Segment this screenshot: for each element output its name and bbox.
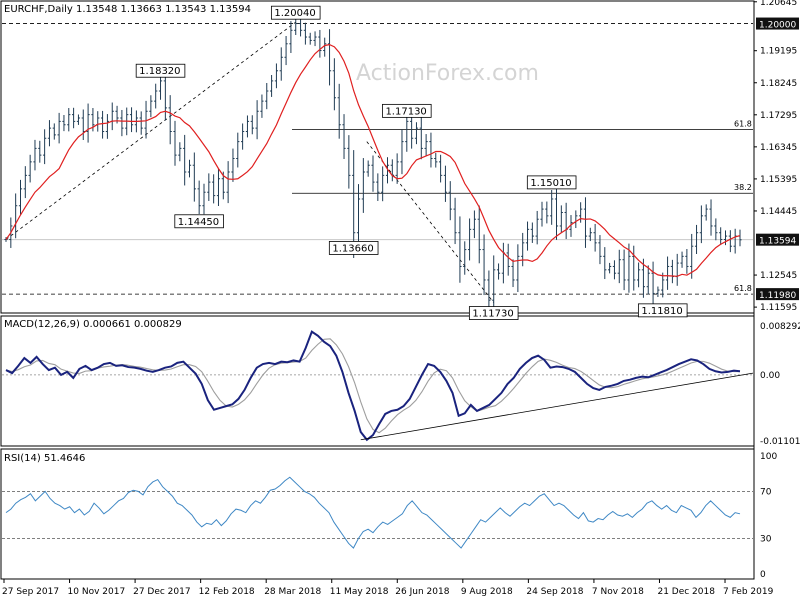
price-axis-label: 1.19195 xyxy=(760,47,797,57)
rsi-layer xyxy=(2,476,753,549)
rsi-line xyxy=(5,476,741,549)
price-annotation: 1.11730 xyxy=(472,309,513,320)
macd-layer xyxy=(2,330,754,442)
price-annotation-box xyxy=(382,103,432,118)
macd-line xyxy=(5,330,741,442)
time-axis-label: 26 Jun 2018 xyxy=(395,587,449,597)
price-axis-label: 1.15395 xyxy=(760,175,797,185)
macd-axis-label: 0.00 xyxy=(760,371,780,381)
price-annotation-box xyxy=(270,5,321,20)
price-annotation-box xyxy=(174,214,224,229)
price-annotation: 1.18320 xyxy=(139,66,180,77)
price-annotation: 1.13660 xyxy=(332,243,373,254)
price-axis-tag xyxy=(756,17,799,30)
trend-line xyxy=(5,21,296,240)
watermark: ActionForex.com xyxy=(356,61,539,86)
price-annotation: 1.14450 xyxy=(178,217,219,228)
fib-label: 61.8 xyxy=(734,119,752,128)
price-axis-label: 1.11595 xyxy=(760,303,797,313)
rsi-title: RSI(14) 51.4646 xyxy=(4,453,85,464)
moving-average-line xyxy=(5,44,741,277)
price-annotation-box xyxy=(468,306,519,320)
fib-label: 38.2 xyxy=(734,183,752,192)
price-annotation-box xyxy=(135,63,186,78)
price-annotation: 1.11810 xyxy=(641,306,682,317)
price-axis-label: 1.20000 xyxy=(759,21,796,31)
price-layer: 61.8 61.8 38.2 1.20040 1.18320 1.14450 1.17130… xyxy=(2,5,753,320)
macd-title: MACD(12,26,9) 0.000661 0.000829 xyxy=(4,319,182,330)
rsi-axis-label: 70 xyxy=(760,487,772,497)
price-annotation-box xyxy=(526,175,577,190)
price-axis-label: 1.13594 xyxy=(759,237,796,247)
price-axis-label: 1.12545 xyxy=(760,271,797,281)
rsi-axis-label: 30 xyxy=(760,535,772,545)
price-axis-label: 1.14445 xyxy=(760,207,797,217)
price-axis-label: 1.16345 xyxy=(760,143,797,153)
price-annotation: 1.20040 xyxy=(274,8,315,19)
macd-axis-label: -0.011015 xyxy=(760,437,800,447)
price-annotation: 1.15010 xyxy=(530,178,571,189)
time-axis-label: 28 Mar 2018 xyxy=(264,587,321,597)
time-axis-label: 7 Nov 2018 xyxy=(592,587,644,597)
time-axis-label: 12 Feb 2018 xyxy=(199,587,255,597)
price-axis-label: 1.18245 xyxy=(760,79,797,89)
time-axis-label: 24 Sep 2018 xyxy=(526,587,583,597)
time-axis-label: 11 May 2018 xyxy=(330,587,389,597)
time-axis-label: 10 Nov 2017 xyxy=(68,587,126,597)
macd-trendline xyxy=(360,372,754,441)
time-axis-label: 7 Feb 2019 xyxy=(723,587,774,597)
price-panel-frame xyxy=(0,0,755,314)
price-annotation-box xyxy=(637,303,688,318)
time-axis-label: 9 Aug 2018 xyxy=(461,587,513,597)
price-axis-tag xyxy=(756,288,799,301)
price-axis-label: 1.11980 xyxy=(759,291,796,301)
time-axis-label: 27 Sep 2017 xyxy=(2,587,59,597)
time-axis-label: 21 Dec 2018 xyxy=(657,587,715,597)
time-axis-label: 27 Dec 2017 xyxy=(133,587,191,597)
trend-line xyxy=(366,141,495,303)
rsi-panel-frame xyxy=(0,448,755,580)
price-annotation-box xyxy=(328,241,379,255)
rsi-axis-label: 0 xyxy=(760,570,766,580)
fib-label: 61.8 xyxy=(734,284,752,293)
macd-signal-line xyxy=(5,338,740,434)
macd-axis-label: 0.008292 xyxy=(760,322,800,332)
symbol-header: EURCHF,Daily 1.13548 1.13663 1.13543 1.1… xyxy=(4,4,251,15)
price-axis-tag xyxy=(756,233,799,246)
price-annotation: 1.17130 xyxy=(385,106,426,117)
price-axis-label: 1.17295 xyxy=(760,111,797,121)
price-axis-label: 1.20645 xyxy=(760,0,797,8)
rsi-axis-label: 100 xyxy=(760,452,777,462)
